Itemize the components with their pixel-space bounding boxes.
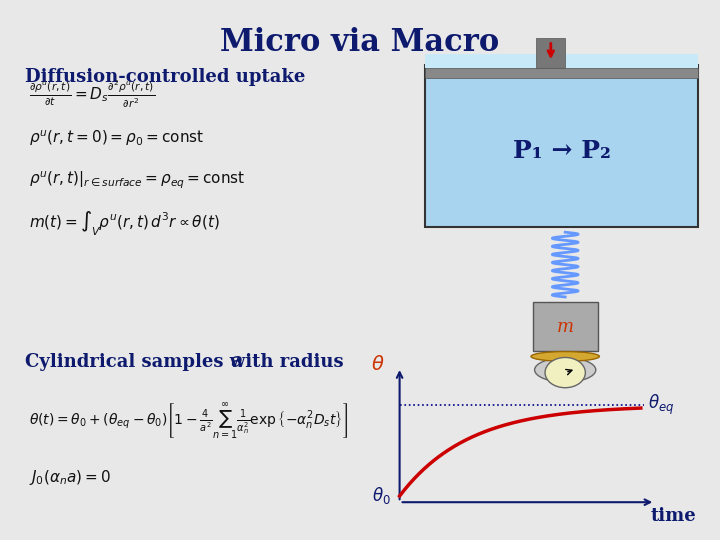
Text: $\theta_0$: $\theta_0$ [372, 485, 391, 507]
Text: Cylindrical samples with radius: Cylindrical samples with radius [25, 353, 350, 371]
Text: P₁ → P₂: P₁ → P₂ [513, 139, 611, 163]
Text: m: m [557, 318, 574, 336]
Bar [425, 68, 698, 78]
Text: $J_0(\alpha_n a) = 0$: $J_0(\alpha_n a) = 0$ [29, 468, 111, 488]
Text: time: time [650, 507, 696, 525]
Text: Diffusion-controlled uptake: Diffusion-controlled uptake [25, 68, 305, 85]
Text: Micro via Macro: Micro via Macro [220, 27, 500, 58]
Ellipse shape [531, 352, 600, 361]
Text: $\theta_{eq}$: $\theta_{eq}$ [648, 393, 674, 417]
Bar [536, 38, 565, 68]
Bar [425, 54, 698, 68]
Ellipse shape [534, 357, 596, 382]
Text: $\rho^u(r,t)|_{r\in surface} = \rho_{eq} = \mathrm{const}$: $\rho^u(r,t)|_{r\in surface} = \rho_{eq}… [29, 170, 246, 192]
Text: $\frac{\partial \rho^u(r,t)}{\partial t} = D_s \frac{\partial^2 \rho^u(r,t)}{\pa: $\frac{\partial \rho^u(r,t)}{\partial t}… [29, 79, 155, 110]
Text: $\theta$: $\theta$ [372, 355, 384, 374]
Bar [425, 65, 698, 227]
Text: $\theta(t) = \theta_0 + (\theta_{eq} - \theta_0)\left[1 - \frac{4}{a^2}\sum_{n=1: $\theta(t) = \theta_0 + (\theta_{eq} - \… [29, 402, 348, 441]
Bar [533, 302, 598, 351]
Text: $a$: $a$ [230, 353, 243, 371]
Circle shape [545, 357, 585, 388]
Text: $\rho^u(r, t=0) = \rho_0 = \mathrm{const}$: $\rho^u(r, t=0) = \rho_0 = \mathrm{const… [29, 128, 204, 147]
Text: $m(t) = \int_V \rho^u(r,t)\,d^3r \propto \theta(t)$: $m(t) = \int_V \rho^u(r,t)\,d^3r \propto… [29, 210, 220, 238]
